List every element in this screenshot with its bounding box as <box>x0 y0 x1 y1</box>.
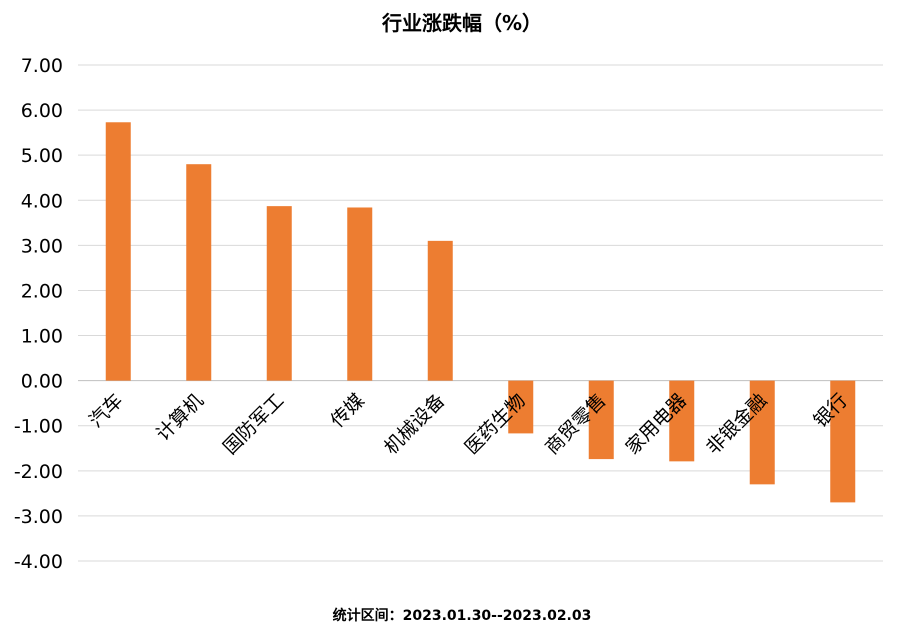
y-tick-label: -4.00 <box>14 551 63 573</box>
y-tick-label: 1.00 <box>21 326 63 348</box>
bar <box>427 240 453 381</box>
y-tick-label: 4.00 <box>21 190 63 212</box>
y-tick-label: 2.00 <box>21 280 63 302</box>
grid-layer <box>78 64 883 562</box>
y-tick-label: -1.00 <box>14 416 63 438</box>
y-axis-tick-labels: 7.00 6.00 5.00 4.00 3.00 2.00 1.00 0.00 -1.00 -2.… <box>14 55 63 573</box>
bar <box>105 122 131 381</box>
x-category-label: 机械设备 <box>380 390 449 459</box>
bar <box>830 380 856 503</box>
y-tick-label: 3.00 <box>21 235 63 257</box>
y-tick-label: 6.00 <box>21 100 63 122</box>
bar <box>588 380 614 460</box>
bar <box>508 380 534 434</box>
y-tick-label: 0.00 <box>21 371 63 393</box>
bar-series <box>105 122 856 503</box>
bar <box>347 207 373 381</box>
y-tick-label: 5.00 <box>21 145 63 167</box>
y-tick-label: -3.00 <box>14 506 63 528</box>
chart-title: 行业涨跌幅（%） <box>381 11 542 35</box>
footnote-period: 统计区间：2023.01.30--2023.02.03 <box>333 607 592 624</box>
bar <box>749 380 775 485</box>
bar <box>186 164 212 381</box>
bar <box>669 380 695 462</box>
y-tick-label: 7.00 <box>21 55 63 77</box>
y-tick-label: -2.00 <box>14 461 63 483</box>
bar <box>266 206 292 381</box>
x-axis-category-labels: 汽车 计算机 国防军工 传媒 机械设备 医药生物 商贸零售 家用电器 非银金融 银行 <box>85 390 852 459</box>
x-category-label: 计算机 <box>152 390 208 446</box>
x-category-label: 国防军工 <box>219 390 288 459</box>
